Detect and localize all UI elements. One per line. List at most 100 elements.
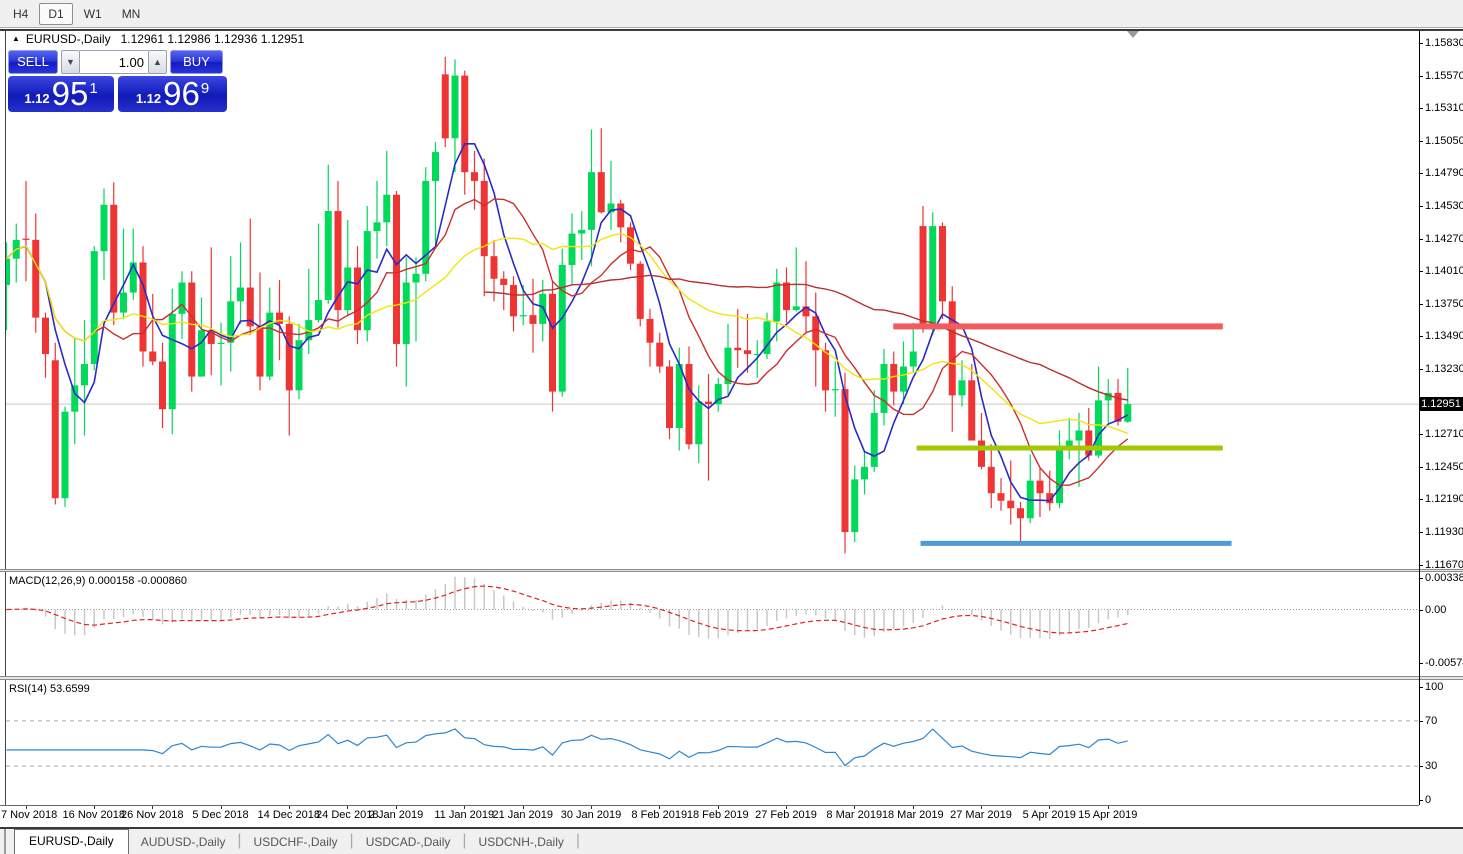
pane-splitter[interactable] (0, 569, 1463, 572)
candle (490, 239, 498, 302)
candle (529, 278, 537, 353)
date-axis-label: 7 Nov 2018 (1, 809, 58, 821)
candle (451, 59, 459, 173)
candlestick-plot[interactable] (6, 31, 1419, 569)
candle (1095, 366, 1102, 459)
date-axis-label: 24 Dec 2018 (316, 809, 379, 821)
date-axis-tick-mark (522, 806, 524, 809)
ma-line-ma-mid (6, 198, 1129, 486)
candle (656, 332, 664, 373)
candle (305, 268, 313, 354)
timeframe-button-H4[interactable]: H4 (13, 6, 29, 21)
timeframe-button-D1[interactable]: D1 (39, 2, 73, 25)
chart-tab-bar: EURUSD-,Daily AUDUSD-,Daily | USDCHF-,Daily… (0, 829, 1463, 854)
ma-line-ma-fast (6, 143, 1129, 502)
candle (61, 406, 69, 507)
volume-increase-button[interactable]: ▲ (148, 50, 167, 74)
tab-bar-edge (0, 829, 6, 854)
date-axis-tick-mark (396, 806, 397, 809)
macd-label: MACD(12,26,9) 0.000158 -0.000860 (9, 575, 187, 587)
price-axis-tick: 1.14270 (1425, 232, 1463, 245)
candle (617, 199, 625, 243)
timeframe-button-MN[interactable]: MN (121, 6, 141, 21)
support-line-blue[interactable] (920, 540, 1232, 546)
candle (32, 213, 40, 333)
date-axis-tick-mark (591, 806, 592, 809)
buy-price-pip: 9 (200, 80, 210, 97)
timeframe-button-W1[interactable]: W1 (83, 6, 102, 21)
chart-symbol-label: EURUSD-,Daily (25, 32, 111, 46)
tab-usdchf-daily[interactable]: USDCHF-,Daily (253, 835, 338, 849)
collapse-arrow-icon[interactable]: ▲ (12, 33, 20, 43)
candle (480, 158, 488, 297)
tab-usdcnh-daily[interactable]: USDCNH-,Daily (478, 835, 564, 849)
candle (519, 285, 527, 326)
date-axis-tick-mark (347, 806, 349, 809)
candle (909, 322, 917, 373)
chart-shift-marker[interactable] (1127, 31, 1139, 38)
candle (919, 206, 927, 333)
price-axis-tick: 1.14790 (1425, 167, 1463, 180)
price-axis-tick: 1.14010 (1425, 265, 1463, 278)
candle (315, 223, 322, 323)
rsi-label: RSI(14) 53.6599 (9, 683, 90, 695)
volume-input[interactable] (80, 50, 148, 74)
price-axis-tick: 1.12450 (1425, 460, 1463, 473)
date-axis-tick-mark (786, 806, 787, 809)
candle (870, 390, 878, 472)
candle (81, 320, 88, 436)
macd-axis-tick: 0.00 (1425, 603, 1447, 616)
date-axis-tick-mark (220, 806, 222, 809)
buy-price-box[interactable]: 1.12 96 9 (118, 76, 227, 112)
chart-title: ▲ EURUSD-,Daily 1.12961 1.12986 1.12936 … (12, 32, 304, 46)
rsi-line (6, 728, 1128, 767)
buy-price-prefix: 1.12 (135, 91, 162, 106)
chart-frame-top (0, 29, 1463, 31)
tab-audusd-daily[interactable]: AUDUSD-,Daily (140, 835, 226, 849)
candle (1026, 454, 1034, 524)
price-axis-line (1419, 31, 1420, 805)
candle (880, 348, 888, 426)
date-axis: 7 Nov 2018 16 Nov 2018 26 Nov 2018 5 Dec 20… (0, 806, 1419, 827)
tab-separator: | (462, 831, 467, 849)
sell-button[interactable]: SELL (8, 50, 58, 74)
tab-usdcad-daily[interactable]: USDCAD-,Daily (365, 835, 451, 849)
support-line-olive[interactable] (916, 445, 1223, 451)
candle (841, 372, 849, 554)
candle (1104, 379, 1112, 423)
chart-frame-left (5, 31, 6, 827)
macd-plot[interactable] (6, 572, 1419, 676)
candle (237, 242, 244, 324)
date-axis-label: 18 Feb 2019 (686, 809, 749, 821)
candle (1017, 501, 1024, 545)
price-axis-tick: 1.15310 (1425, 102, 1463, 115)
candle (568, 213, 576, 286)
candle (510, 276, 517, 332)
rsi-plot[interactable] (6, 680, 1419, 805)
candle (393, 190, 400, 367)
candle (90, 246, 98, 371)
date-axis-label: 14 Dec 2018 (257, 809, 320, 821)
candle (987, 444, 995, 509)
price-axis-tick: 1.13230 (1425, 363, 1463, 376)
date-axis-tick-mark (912, 806, 914, 809)
pane-splitter[interactable] (0, 676, 1463, 680)
date-axis-label: 8 Feb 2019 (631, 809, 688, 821)
candle (100, 188, 108, 281)
volume-decrease-button[interactable]: ▼ (61, 50, 80, 74)
candle (422, 167, 430, 282)
rsi-axis-tick: 70 (1425, 714, 1438, 727)
sell-price-box[interactable]: 1.12 95 1 (8, 76, 114, 112)
candle (51, 342, 59, 505)
candle (188, 271, 196, 392)
candle (636, 261, 644, 327)
candle (958, 360, 966, 407)
macd-signal-line (6, 585, 1128, 634)
candle (402, 257, 410, 387)
candle (500, 271, 508, 311)
tab-eurusd-daily[interactable]: EURUSD-,Daily (14, 829, 129, 854)
candle (792, 247, 800, 312)
candle (1085, 407, 1093, 461)
buy-button[interactable]: BUY (170, 50, 223, 74)
resistance-line-red[interactable] (893, 323, 1223, 330)
